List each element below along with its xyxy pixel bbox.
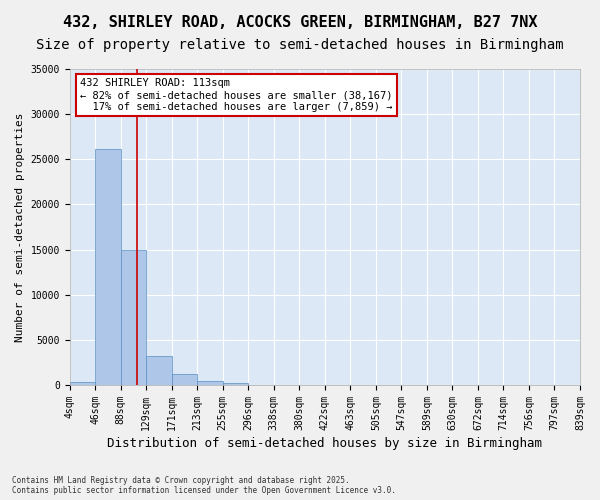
Y-axis label: Number of semi-detached properties: Number of semi-detached properties <box>15 112 25 342</box>
Bar <box>172 374 197 385</box>
Text: 432, SHIRLEY ROAD, ACOCKS GREEN, BIRMINGHAM, B27 7NX: 432, SHIRLEY ROAD, ACOCKS GREEN, BIRMING… <box>63 15 537 30</box>
Text: 432 SHIRLEY ROAD: 113sqm
← 82% of semi-detached houses are smaller (38,167)
  17: 432 SHIRLEY ROAD: 113sqm ← 82% of semi-d… <box>80 78 392 112</box>
Bar <box>223 384 248 385</box>
Bar <box>121 250 146 385</box>
X-axis label: Distribution of semi-detached houses by size in Birmingham: Distribution of semi-detached houses by … <box>107 437 542 450</box>
Text: Size of property relative to semi-detached houses in Birmingham: Size of property relative to semi-detach… <box>36 38 564 52</box>
Bar <box>146 356 172 385</box>
Bar <box>95 150 121 385</box>
Bar <box>197 381 223 385</box>
Bar <box>70 382 95 385</box>
Text: Contains HM Land Registry data © Crown copyright and database right 2025.
Contai: Contains HM Land Registry data © Crown c… <box>12 476 396 495</box>
